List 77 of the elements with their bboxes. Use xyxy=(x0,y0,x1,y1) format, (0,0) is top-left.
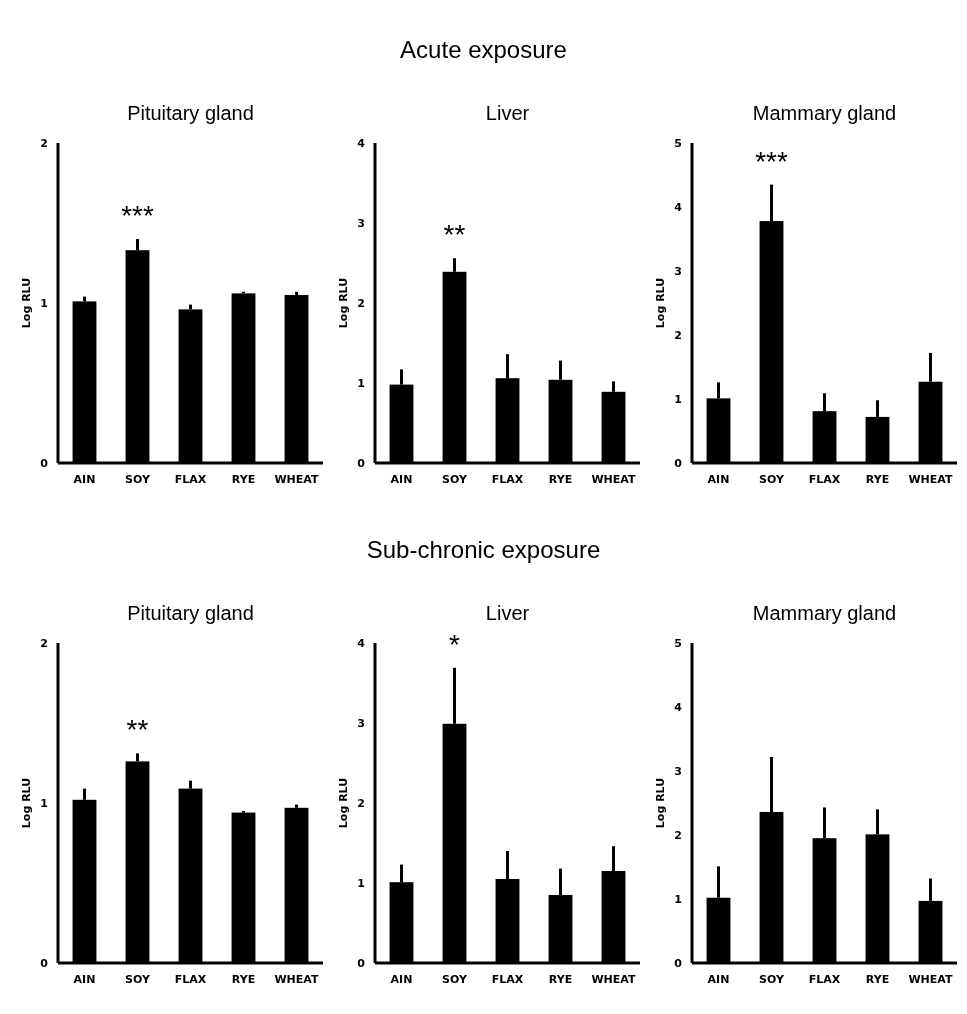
y-tick-label: 5 xyxy=(674,136,682,150)
x-tick-label: RYE xyxy=(548,973,573,986)
x-tick-label: FLAX xyxy=(808,973,841,986)
y-tick-label: 1 xyxy=(674,392,682,406)
y-tick-label: 2 xyxy=(40,136,48,150)
text: Sub-chronic exposure xyxy=(366,536,601,563)
x-tick-label: SOY xyxy=(759,473,785,486)
x-tick-label: SOY xyxy=(125,473,151,486)
x-tick-label: RYE xyxy=(865,973,890,986)
x-tick-label: SOY xyxy=(125,973,151,986)
x-tick-label: FLAX xyxy=(808,473,841,486)
y-tick-label: 0 xyxy=(40,956,49,970)
y-tick-label: 3 xyxy=(674,264,682,278)
y-tick-label: 1 xyxy=(357,876,365,890)
y-tick-label: 1 xyxy=(40,796,48,810)
x-tick-label: FLAX xyxy=(491,473,524,486)
x-tick-label: WHEAT xyxy=(591,973,636,986)
y-tick-label: 1 xyxy=(674,892,682,906)
y-tick-label: 4 xyxy=(357,636,366,650)
x-tick-label: WHEAT xyxy=(274,473,319,486)
x-tick-label: WHEAT xyxy=(908,473,953,486)
y-tick-label: 5 xyxy=(674,636,682,650)
y-tick-label: 3 xyxy=(357,716,365,730)
y-tick-label: 0 xyxy=(40,456,49,470)
x-tick-label: RYE xyxy=(231,973,256,986)
y-tick-label: 1 xyxy=(357,376,365,390)
annotation: *** xyxy=(121,200,154,231)
y-axis-title: Log RLU xyxy=(337,277,350,329)
x-tick-label: RYE xyxy=(865,473,890,486)
x-tick-label: FLAX xyxy=(174,473,207,486)
x-tick-label: SOY xyxy=(759,973,785,986)
chart-title: Liver xyxy=(485,602,530,624)
x-tick-label: WHEAT xyxy=(274,973,319,986)
text: Acute exposure xyxy=(400,36,567,63)
y-tick-label: 2 xyxy=(357,796,365,810)
y-tick-label: 4 xyxy=(674,200,683,214)
y-axis-title: Log RLU xyxy=(654,277,667,329)
y-tick-label: 4 xyxy=(674,700,683,714)
x-tick-label: SOY xyxy=(442,473,468,486)
x-tick-label: SOY xyxy=(442,973,468,986)
x-tick-label: AIN xyxy=(73,973,96,986)
y-tick-label: 4 xyxy=(357,136,366,150)
y-tick-label: 2 xyxy=(357,296,365,310)
x-tick-label: AIN xyxy=(390,473,413,486)
chart-title: Pituitary gland xyxy=(127,602,254,624)
y-tick-label: 2 xyxy=(40,636,48,650)
annotation: *** xyxy=(755,145,788,177)
x-tick-label: WHEAT xyxy=(591,473,636,486)
x-tick-label: RYE xyxy=(548,473,573,486)
y-tick-label: 2 xyxy=(674,828,682,842)
x-tick-label: AIN xyxy=(707,473,730,486)
y-tick-label: 3 xyxy=(357,216,365,230)
x-tick-label: FLAX xyxy=(491,973,524,986)
y-tick-label: 0 xyxy=(357,456,366,470)
annotation: * xyxy=(449,628,461,660)
chart-title: Mammary gland xyxy=(752,602,897,624)
x-tick-label: AIN xyxy=(707,973,730,986)
chart-title: Pituitary gland xyxy=(127,102,254,124)
x-tick-label: FLAX xyxy=(174,973,207,986)
y-tick-label: 0 xyxy=(357,956,366,970)
chart-title: Mammary gland xyxy=(752,102,897,124)
y-tick-label: 0 xyxy=(674,456,683,470)
annotation: ** xyxy=(126,714,149,746)
y-axis-title: Log RLU xyxy=(654,777,667,829)
x-tick-label: WHEAT xyxy=(908,973,953,986)
x-tick-label: RYE xyxy=(231,473,256,486)
chart-title: Liver xyxy=(485,102,530,124)
y-axis-title: Log RLU xyxy=(337,777,350,829)
annotation: ** xyxy=(443,219,466,251)
y-axis-title: Log RLU xyxy=(20,277,33,329)
x-tick-label: AIN xyxy=(73,473,96,486)
y-tick-label: 3 xyxy=(674,764,682,778)
y-tick-label: 2 xyxy=(674,328,682,342)
x-tick-label: AIN xyxy=(390,973,413,986)
y-tick-label: 0 xyxy=(674,956,683,970)
y-tick-label: 1 xyxy=(40,296,48,310)
y-axis-title: Log RLU xyxy=(20,777,33,829)
